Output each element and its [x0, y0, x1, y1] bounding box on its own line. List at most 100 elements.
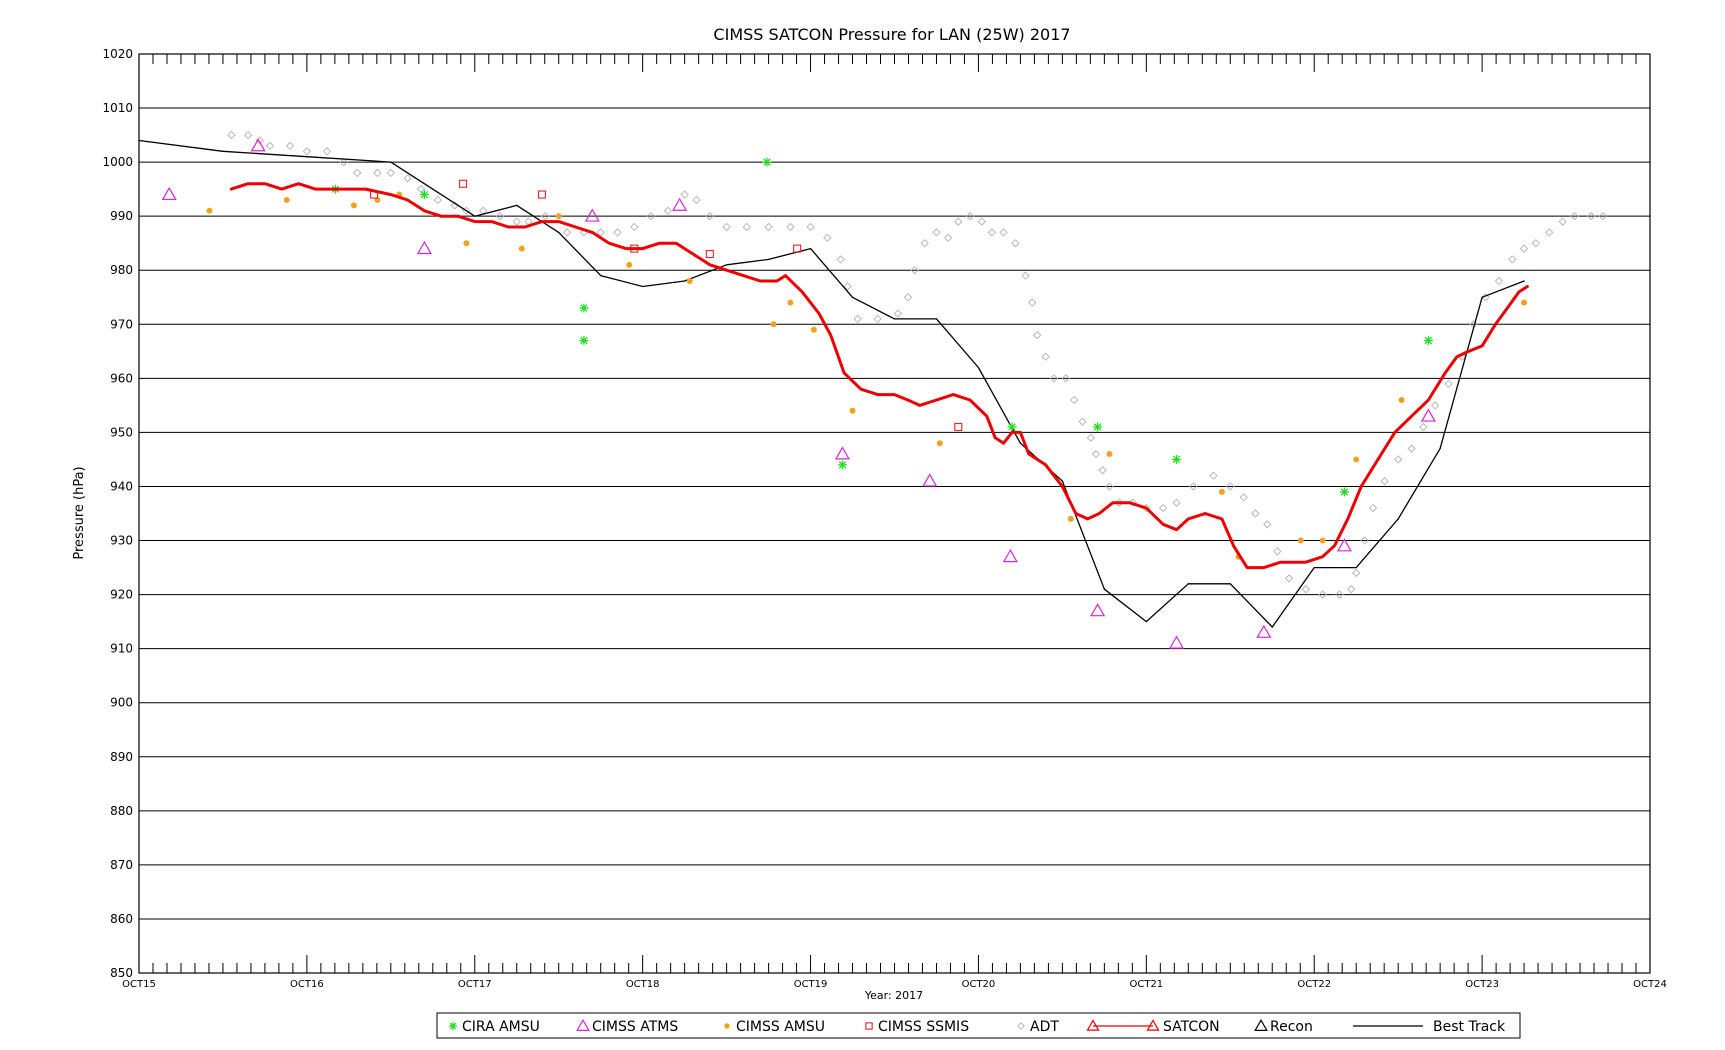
best-track-point: [1313, 566, 1315, 569]
legend-label: CIRA AMSU: [462, 1019, 540, 1035]
y-tick-label: 870: [110, 858, 133, 872]
adt-point: [386, 168, 395, 178]
cimss-ssmis-point: [705, 249, 714, 259]
satcon-point: [1376, 458, 1380, 461]
y-tick-label: 970: [110, 317, 133, 331]
adt-point: [1209, 471, 1218, 480]
legend-swatch-marker: [1146, 1019, 1160, 1031]
best-track-point: [1187, 583, 1189, 585]
x-tick-label: OCT15: [122, 979, 156, 990]
x-tick-label: OCT16: [290, 979, 324, 990]
legend-box: [436, 1012, 1521, 1039]
adt-point: [836, 255, 845, 264]
adt-point: [786, 222, 795, 232]
asterisk-stroke: [838, 461, 847, 469]
satcon-point: [1175, 528, 1178, 531]
cimss-atms-point: [1256, 624, 1272, 638]
asterisk-stroke: [580, 304, 588, 312]
best-track-point: [1523, 280, 1525, 282]
legend: CIRA AMSU CIMSS ATMS CIMSS AMSU CIMSS SSMIS…: [436, 1012, 1521, 1039]
adt-point: [1091, 449, 1101, 459]
satcon-point: [1220, 517, 1224, 521]
adt-point: [1033, 330, 1042, 340]
y-tick-label: 1020: [102, 47, 133, 61]
x-tick-label: OCT24: [1633, 979, 1667, 990]
asterisk-stroke: [1093, 423, 1102, 431]
adt-point: [255, 136, 265, 145]
satcon-point: [473, 220, 476, 223]
satcon-point: [440, 214, 443, 218]
cira-amsu-point: [579, 336, 589, 346]
cira-amsu-point: [1423, 336, 1433, 346]
legend-item-cimss-atms: CIMSS ATMS: [576, 1018, 678, 1035]
legend-swatch-marker: [1254, 1018, 1268, 1031]
satcon-point: [775, 279, 779, 283]
satcon-point: [297, 182, 300, 185]
adt-point: [1158, 503, 1168, 513]
satcon-point: [1161, 523, 1165, 526]
cimss-atms-point: [250, 138, 266, 152]
best-track-point: [390, 161, 392, 163]
asterisk-stroke: [1172, 455, 1181, 464]
legend-label: CIMSS ATMS: [592, 1019, 678, 1035]
adt-point: [227, 130, 236, 140]
cimss-amsu-point: [1398, 396, 1405, 403]
adt-point: [1070, 395, 1079, 405]
adt-point: [1598, 212, 1608, 221]
y-tick-label: 1000: [102, 155, 133, 169]
x-tick-label: OCT17: [458, 979, 492, 990]
adt-point: [495, 212, 505, 221]
adt-point: [843, 282, 852, 291]
y-tick-label: 960: [110, 371, 133, 385]
satcon-point: [1346, 517, 1350, 521]
satcon-point: [1098, 512, 1101, 515]
adt-point: [1273, 547, 1282, 556]
satcon-point: [607, 242, 611, 245]
satcon-point: [523, 225, 527, 229]
legend-item-cira-amsu: CIRA AMSU: [448, 1019, 540, 1035]
adt-point: [353, 168, 362, 178]
adt-point: [1531, 239, 1540, 248]
best-track-point: [893, 318, 896, 320]
legend-swatch-marker: [448, 1021, 458, 1031]
adt-point: [1335, 590, 1344, 599]
satcon-point: [1262, 566, 1266, 569]
y-tick-label: 940: [110, 479, 133, 493]
adt-point: [977, 217, 986, 226]
legend-item-best-track: Best Track: [1353, 1019, 1506, 1035]
adt-point: [1570, 212, 1579, 221]
cimss-amsu-point: [936, 440, 943, 447]
adt-point: [1587, 212, 1596, 221]
adt-point: [1172, 498, 1181, 507]
satcon-point: [952, 393, 955, 396]
cimss-atms-point: [922, 473, 938, 487]
adt-point: [944, 233, 953, 242]
cimss-amsu-point: [283, 196, 290, 203]
adt-point: [1352, 568, 1361, 578]
adt-point: [663, 206, 672, 215]
satcon-point: [708, 263, 712, 267]
x-axis-label: Year: 2017: [864, 989, 923, 1002]
adt-point: [742, 222, 751, 232]
axes: 850 860 870 880 890 900 910 920 930 940 950 960 970 9…: [102, 47, 1666, 990]
best-track-point: [1061, 480, 1063, 482]
satcon-point: [263, 182, 267, 185]
best-track-point: [851, 296, 854, 298]
cimss-atms-point: [1169, 635, 1185, 649]
asterisk-stroke: [1008, 423, 1016, 431]
adt-point: [806, 222, 815, 232]
y-tick-label: 860: [110, 912, 133, 926]
adt-point: [1481, 293, 1490, 302]
adt-point: [692, 195, 701, 205]
satcon-point: [314, 187, 317, 191]
satcon-point: [1074, 512, 1078, 515]
adt-point: [853, 314, 862, 324]
adt-point: [1508, 255, 1517, 264]
adt-point: [893, 309, 902, 318]
best-track-point: [558, 231, 560, 233]
satcon-point: [364, 187, 367, 191]
adt-point: [1239, 493, 1248, 502]
best-track-point: [767, 258, 770, 261]
asterisk-stroke: [1424, 336, 1433, 345]
adt-point: [1021, 271, 1030, 280]
